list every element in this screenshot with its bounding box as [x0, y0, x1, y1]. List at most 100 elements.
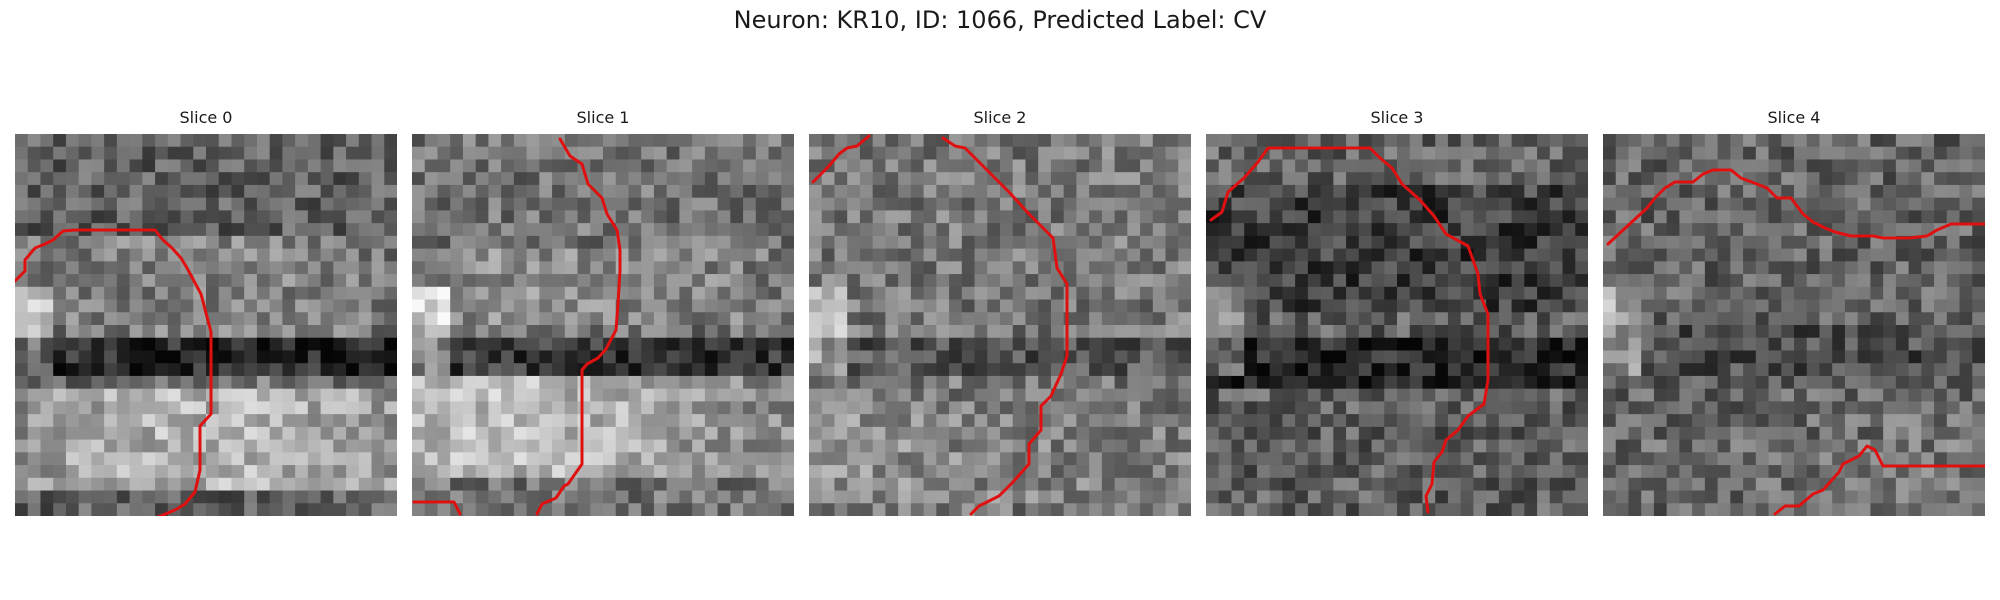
- pixel: [768, 274, 782, 288]
- pixel: [129, 312, 143, 326]
- pixel: [371, 426, 385, 441]
- pixel: [1524, 388, 1538, 402]
- pixel: [333, 452, 347, 466]
- pixel: [1063, 159, 1077, 173]
- pixel: [1295, 375, 1309, 390]
- pixel: [142, 261, 156, 275]
- pixel: [1231, 299, 1245, 313]
- pixel: [1050, 439, 1065, 453]
- pixel: [1178, 477, 1191, 492]
- pixel: [1743, 503, 1757, 516]
- pixel: [256, 503, 271, 516]
- pixel: [1819, 325, 1833, 339]
- pixel: [1089, 490, 1103, 504]
- pixel: [1038, 350, 1052, 364]
- pixel: [218, 248, 233, 262]
- pixel: [371, 363, 385, 377]
- pixel: [412, 172, 426, 186]
- pixel: [885, 439, 899, 453]
- pixel: [768, 325, 782, 339]
- pixel: [1089, 159, 1103, 173]
- pixel: [1000, 350, 1014, 364]
- pixel: [1460, 146, 1474, 161]
- pixel: [755, 286, 770, 301]
- pixel: [1628, 439, 1642, 453]
- pixel: [1025, 312, 1039, 326]
- pixel: [231, 490, 245, 504]
- pixel: [358, 235, 373, 250]
- pixel: [1730, 477, 1744, 492]
- pixel: [1025, 477, 1039, 492]
- pixel: [885, 401, 899, 415]
- pixel: [1050, 184, 1065, 199]
- pixel: [1178, 426, 1191, 441]
- pixel: [488, 490, 502, 504]
- pixel: [244, 172, 258, 186]
- pixel: [412, 363, 426, 377]
- pixel: [577, 337, 591, 352]
- pixel: [679, 375, 693, 390]
- pixel: [1959, 197, 1973, 211]
- pixel: [424, 477, 439, 492]
- pixel: [155, 261, 169, 275]
- pixel: [167, 261, 182, 275]
- pixel: [577, 134, 591, 148]
- pixel: [628, 439, 642, 453]
- pixel: [666, 210, 680, 224]
- pixel: [910, 286, 925, 301]
- pixel: [1870, 274, 1884, 288]
- pixel: [384, 388, 397, 402]
- pixel: [424, 299, 439, 313]
- pixel: [1537, 414, 1551, 428]
- pixel: [193, 184, 207, 199]
- pixel: [1498, 363, 1513, 377]
- pixel: [1615, 426, 1630, 441]
- pixel: [1641, 159, 1655, 173]
- pixel: [781, 414, 794, 428]
- pixel: [424, 465, 439, 479]
- pixel: [987, 159, 1001, 173]
- pixel: [437, 503, 451, 516]
- pixel: [358, 503, 373, 516]
- pixel: [885, 465, 899, 479]
- pixel: [692, 426, 706, 441]
- pixel: [1333, 210, 1347, 224]
- pixel: [1358, 452, 1373, 466]
- pixel: [129, 426, 143, 441]
- pixel: [412, 299, 426, 313]
- pixel: [1114, 363, 1128, 377]
- pixel: [104, 363, 118, 377]
- pixel: [1844, 299, 1859, 313]
- pixel: [1422, 325, 1436, 339]
- pixel: [1959, 223, 1973, 237]
- pixel: [1921, 350, 1935, 364]
- slice-image: [412, 134, 794, 516]
- pixel: [1076, 325, 1090, 339]
- pixel: [27, 388, 42, 402]
- pixel: [1908, 452, 1922, 466]
- pixel: [1346, 210, 1360, 224]
- pixel: [1140, 490, 1154, 504]
- pixel: [1460, 388, 1474, 402]
- pixel: [847, 299, 861, 313]
- pixel: [129, 274, 143, 288]
- pixel: [129, 210, 143, 224]
- pixel: [923, 414, 937, 428]
- pixel: [1050, 337, 1065, 352]
- pixel: [412, 184, 426, 199]
- pixel: [1178, 299, 1191, 313]
- pixel: [1794, 439, 1808, 453]
- pixel: [244, 159, 258, 173]
- pixel: [1806, 146, 1821, 161]
- pixel: [231, 465, 245, 479]
- pixel: [1946, 286, 1961, 301]
- pixel: [91, 159, 105, 173]
- pixel: [1666, 184, 1680, 199]
- pixel: [1704, 274, 1719, 288]
- pixel: [1358, 503, 1373, 516]
- pixel: [1358, 159, 1373, 173]
- pixel: [1025, 286, 1039, 301]
- pixel: [450, 197, 464, 211]
- pixel: [65, 172, 80, 186]
- pixel: [1050, 325, 1065, 339]
